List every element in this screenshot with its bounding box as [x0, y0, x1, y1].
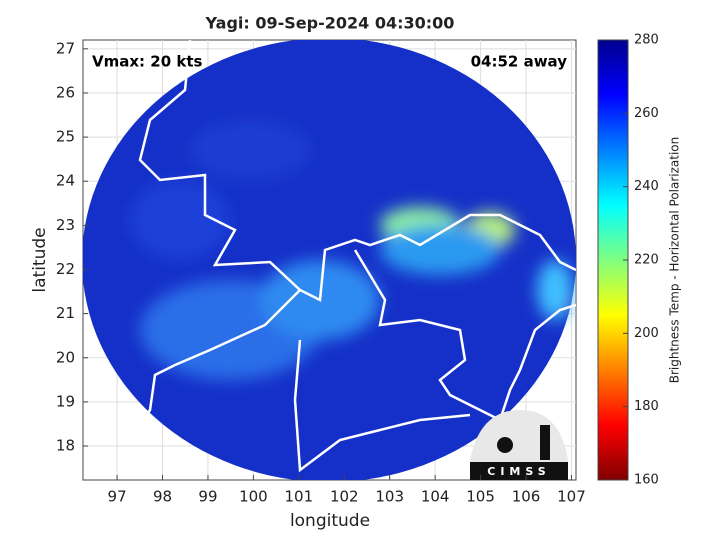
- colorbar-label: Brightness Temp - Horizontal Polarizatio…: [668, 137, 682, 384]
- logo-text: CIMSS: [487, 465, 550, 478]
- annotation: 04:52 away: [471, 53, 568, 71]
- colorbar-tick-label: 180: [634, 399, 659, 414]
- colorbar-tick-label: 200: [634, 326, 659, 341]
- y-tick-label: 19: [56, 392, 75, 410]
- logo: CIMSS: [470, 410, 568, 480]
- chart-title: Yagi: 09-Sep-2024 04:30:00: [205, 14, 455, 33]
- x-tick-label: 103: [375, 488, 404, 506]
- colorbar-tick-label: 280: [634, 33, 659, 48]
- y-tick-label: 22: [56, 260, 75, 278]
- x-tick-label: 107: [557, 488, 586, 506]
- y-tick-label: 26: [56, 83, 75, 101]
- x-axis-label: longitude: [290, 511, 370, 531]
- x-tick-label: 97: [108, 488, 127, 506]
- x-tick-label: 100: [239, 488, 268, 506]
- annotation: Vmax: 20 kts: [92, 53, 202, 71]
- x-tick-label: 98: [153, 488, 172, 506]
- x-tick-label: 99: [198, 488, 217, 506]
- y-axis-label: latitude: [30, 227, 50, 292]
- x-tick-label: 104: [421, 488, 450, 506]
- x-tick-label: 102: [330, 488, 359, 506]
- y-tick-label: 21: [56, 304, 75, 322]
- x-tick-label: 105: [466, 488, 495, 506]
- y-tick-label: 24: [56, 172, 75, 190]
- colorbar-tick-label: 260: [634, 106, 659, 121]
- y-tick-label: 18: [56, 437, 75, 455]
- y-tick-label: 20: [56, 348, 75, 366]
- x-tick-label: 101: [285, 488, 314, 506]
- colorbar-tick-label: 240: [634, 179, 659, 194]
- colorbar-tick-label: 220: [634, 253, 659, 268]
- swath: [83, 40, 576, 480]
- y-tick-label: 25: [56, 128, 75, 146]
- y-tick-label: 23: [56, 216, 75, 234]
- x-tick-label: 106: [512, 488, 541, 506]
- colorbar-tick-label: 160: [634, 473, 659, 488]
- y-tick-label: 27: [56, 39, 75, 57]
